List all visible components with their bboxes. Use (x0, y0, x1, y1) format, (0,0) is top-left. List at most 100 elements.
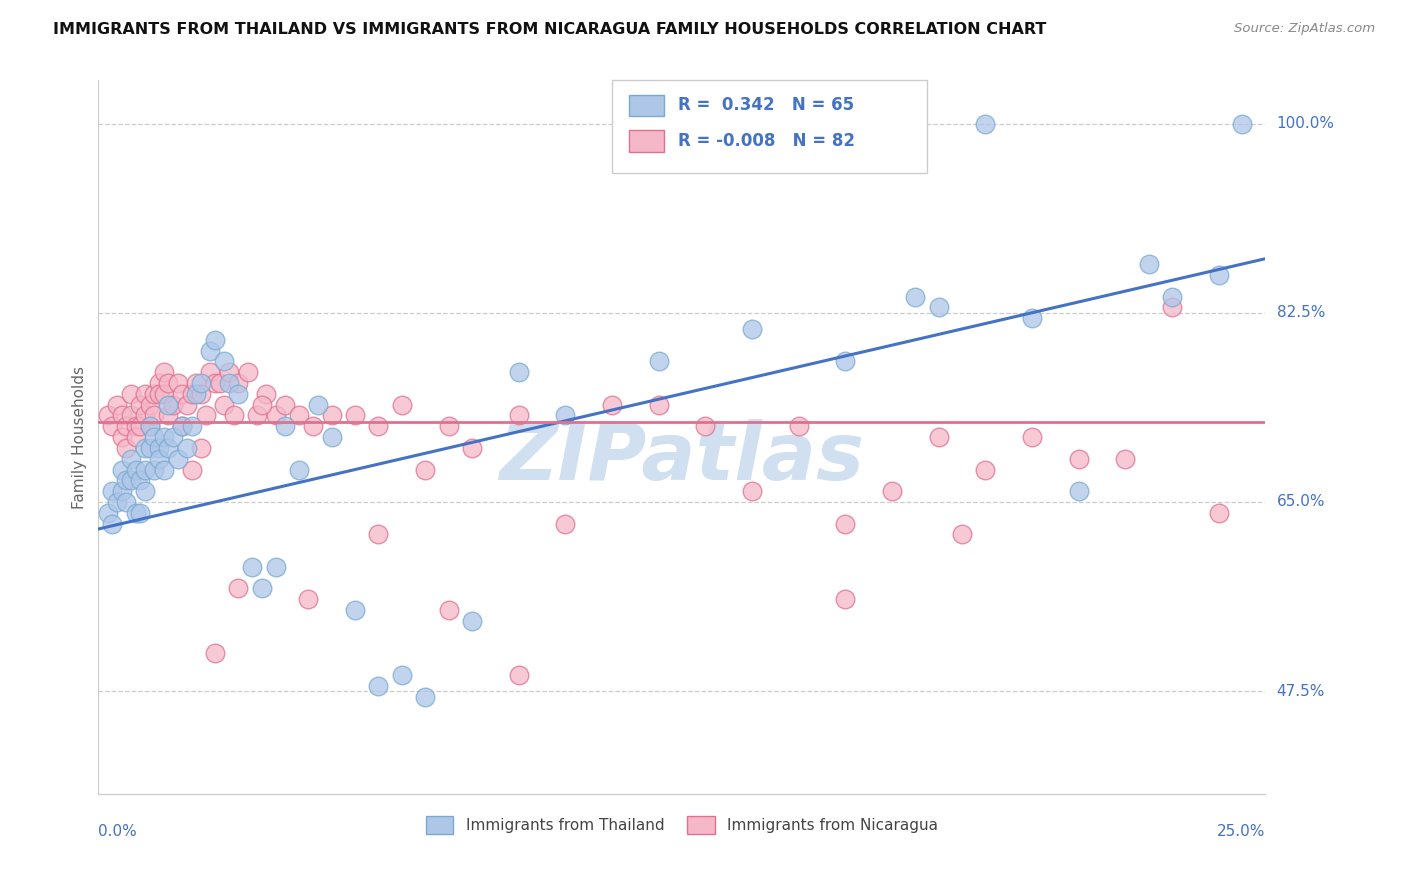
Bar (630, 130, 665, 152)
Point (194, 409, 217, 423)
Point (391, 668, 413, 682)
Point (208, 376, 231, 390)
Point (105, 398, 128, 412)
Point (1067, 451, 1090, 466)
Point (1067, 484, 1090, 499)
Point (129, 398, 152, 412)
Text: Source: ZipAtlas.com: Source: ZipAtlas.com (1234, 22, 1375, 36)
Point (950, 527, 973, 541)
Point (134, 409, 156, 423)
Point (787, 419, 810, 434)
Point (129, 419, 152, 434)
Point (904, 289, 927, 303)
Point (97, 409, 120, 423)
Point (111, 484, 134, 499)
Point (236, 365, 259, 379)
Y-axis label: Family Households: Family Households (72, 366, 87, 508)
Text: R = -0.008   N = 82: R = -0.008 N = 82 (679, 132, 855, 150)
Point (928, 430, 950, 444)
Point (101, 484, 124, 499)
Point (186, 387, 208, 401)
Point (105, 495, 128, 509)
Point (274, 419, 297, 434)
Point (1161, 301, 1184, 315)
Point (143, 430, 166, 444)
Point (111, 430, 134, 444)
Point (264, 409, 287, 423)
Point (148, 376, 170, 390)
Point (166, 376, 188, 390)
Point (125, 430, 148, 444)
Text: 82.5%: 82.5% (1277, 305, 1324, 320)
Point (1137, 257, 1160, 271)
Point (120, 451, 142, 466)
Point (413, 462, 436, 476)
Point (148, 441, 170, 455)
Point (162, 398, 184, 412)
FancyBboxPatch shape (612, 80, 927, 173)
Point (115, 495, 138, 509)
Point (228, 582, 250, 596)
Point (367, 527, 389, 541)
Point (134, 462, 156, 476)
Text: 47.5%: 47.5% (1277, 683, 1324, 698)
Point (297, 592, 319, 607)
Point (180, 387, 202, 401)
Text: 0.0%: 0.0% (98, 824, 138, 839)
Point (139, 398, 162, 412)
Point (176, 441, 198, 455)
Point (204, 646, 226, 660)
Point (101, 419, 124, 434)
Point (218, 365, 240, 379)
Point (204, 333, 226, 347)
Point (246, 409, 269, 423)
Point (228, 376, 250, 390)
Point (302, 419, 325, 434)
Point (186, 376, 208, 390)
Point (321, 409, 343, 423)
Point (129, 473, 152, 487)
Point (115, 441, 138, 455)
Point (190, 376, 212, 390)
Text: 100.0%: 100.0% (1277, 116, 1334, 131)
Point (741, 484, 763, 499)
Point (741, 322, 763, 336)
Point (228, 387, 250, 401)
Point (274, 398, 297, 412)
Point (143, 462, 166, 476)
Point (974, 116, 997, 130)
Point (218, 376, 240, 390)
Point (1021, 430, 1043, 444)
Text: 25.0%: 25.0% (1218, 824, 1265, 839)
Point (695, 419, 717, 434)
Point (461, 614, 484, 628)
Point (157, 376, 180, 390)
Point (437, 419, 460, 434)
Point (111, 462, 134, 476)
Point (264, 559, 287, 574)
Point (148, 451, 170, 466)
Point (391, 398, 413, 412)
Point (834, 354, 856, 368)
Text: IMMIGRANTS FROM THAILAND VS IMMIGRANTS FROM NICARAGUA FAMILY HOUSEHOLDS CORRELAT: IMMIGRANTS FROM THAILAND VS IMMIGRANTS F… (53, 22, 1047, 37)
Point (172, 419, 194, 434)
Point (647, 354, 669, 368)
Point (1021, 311, 1043, 326)
Point (288, 409, 311, 423)
Point (139, 419, 162, 434)
Point (157, 409, 180, 423)
Point (928, 301, 950, 315)
Point (214, 354, 236, 368)
Legend: Immigrants from Thailand, Immigrants from Nicaragua: Immigrants from Thailand, Immigrants fro… (420, 810, 943, 839)
Point (190, 387, 212, 401)
Point (152, 430, 174, 444)
Point (157, 441, 180, 455)
Point (1161, 289, 1184, 303)
Point (172, 387, 194, 401)
Point (554, 516, 576, 531)
Point (134, 387, 156, 401)
Point (180, 462, 202, 476)
Text: 65.0%: 65.0% (1277, 494, 1324, 509)
Point (307, 398, 329, 412)
Point (125, 506, 148, 520)
